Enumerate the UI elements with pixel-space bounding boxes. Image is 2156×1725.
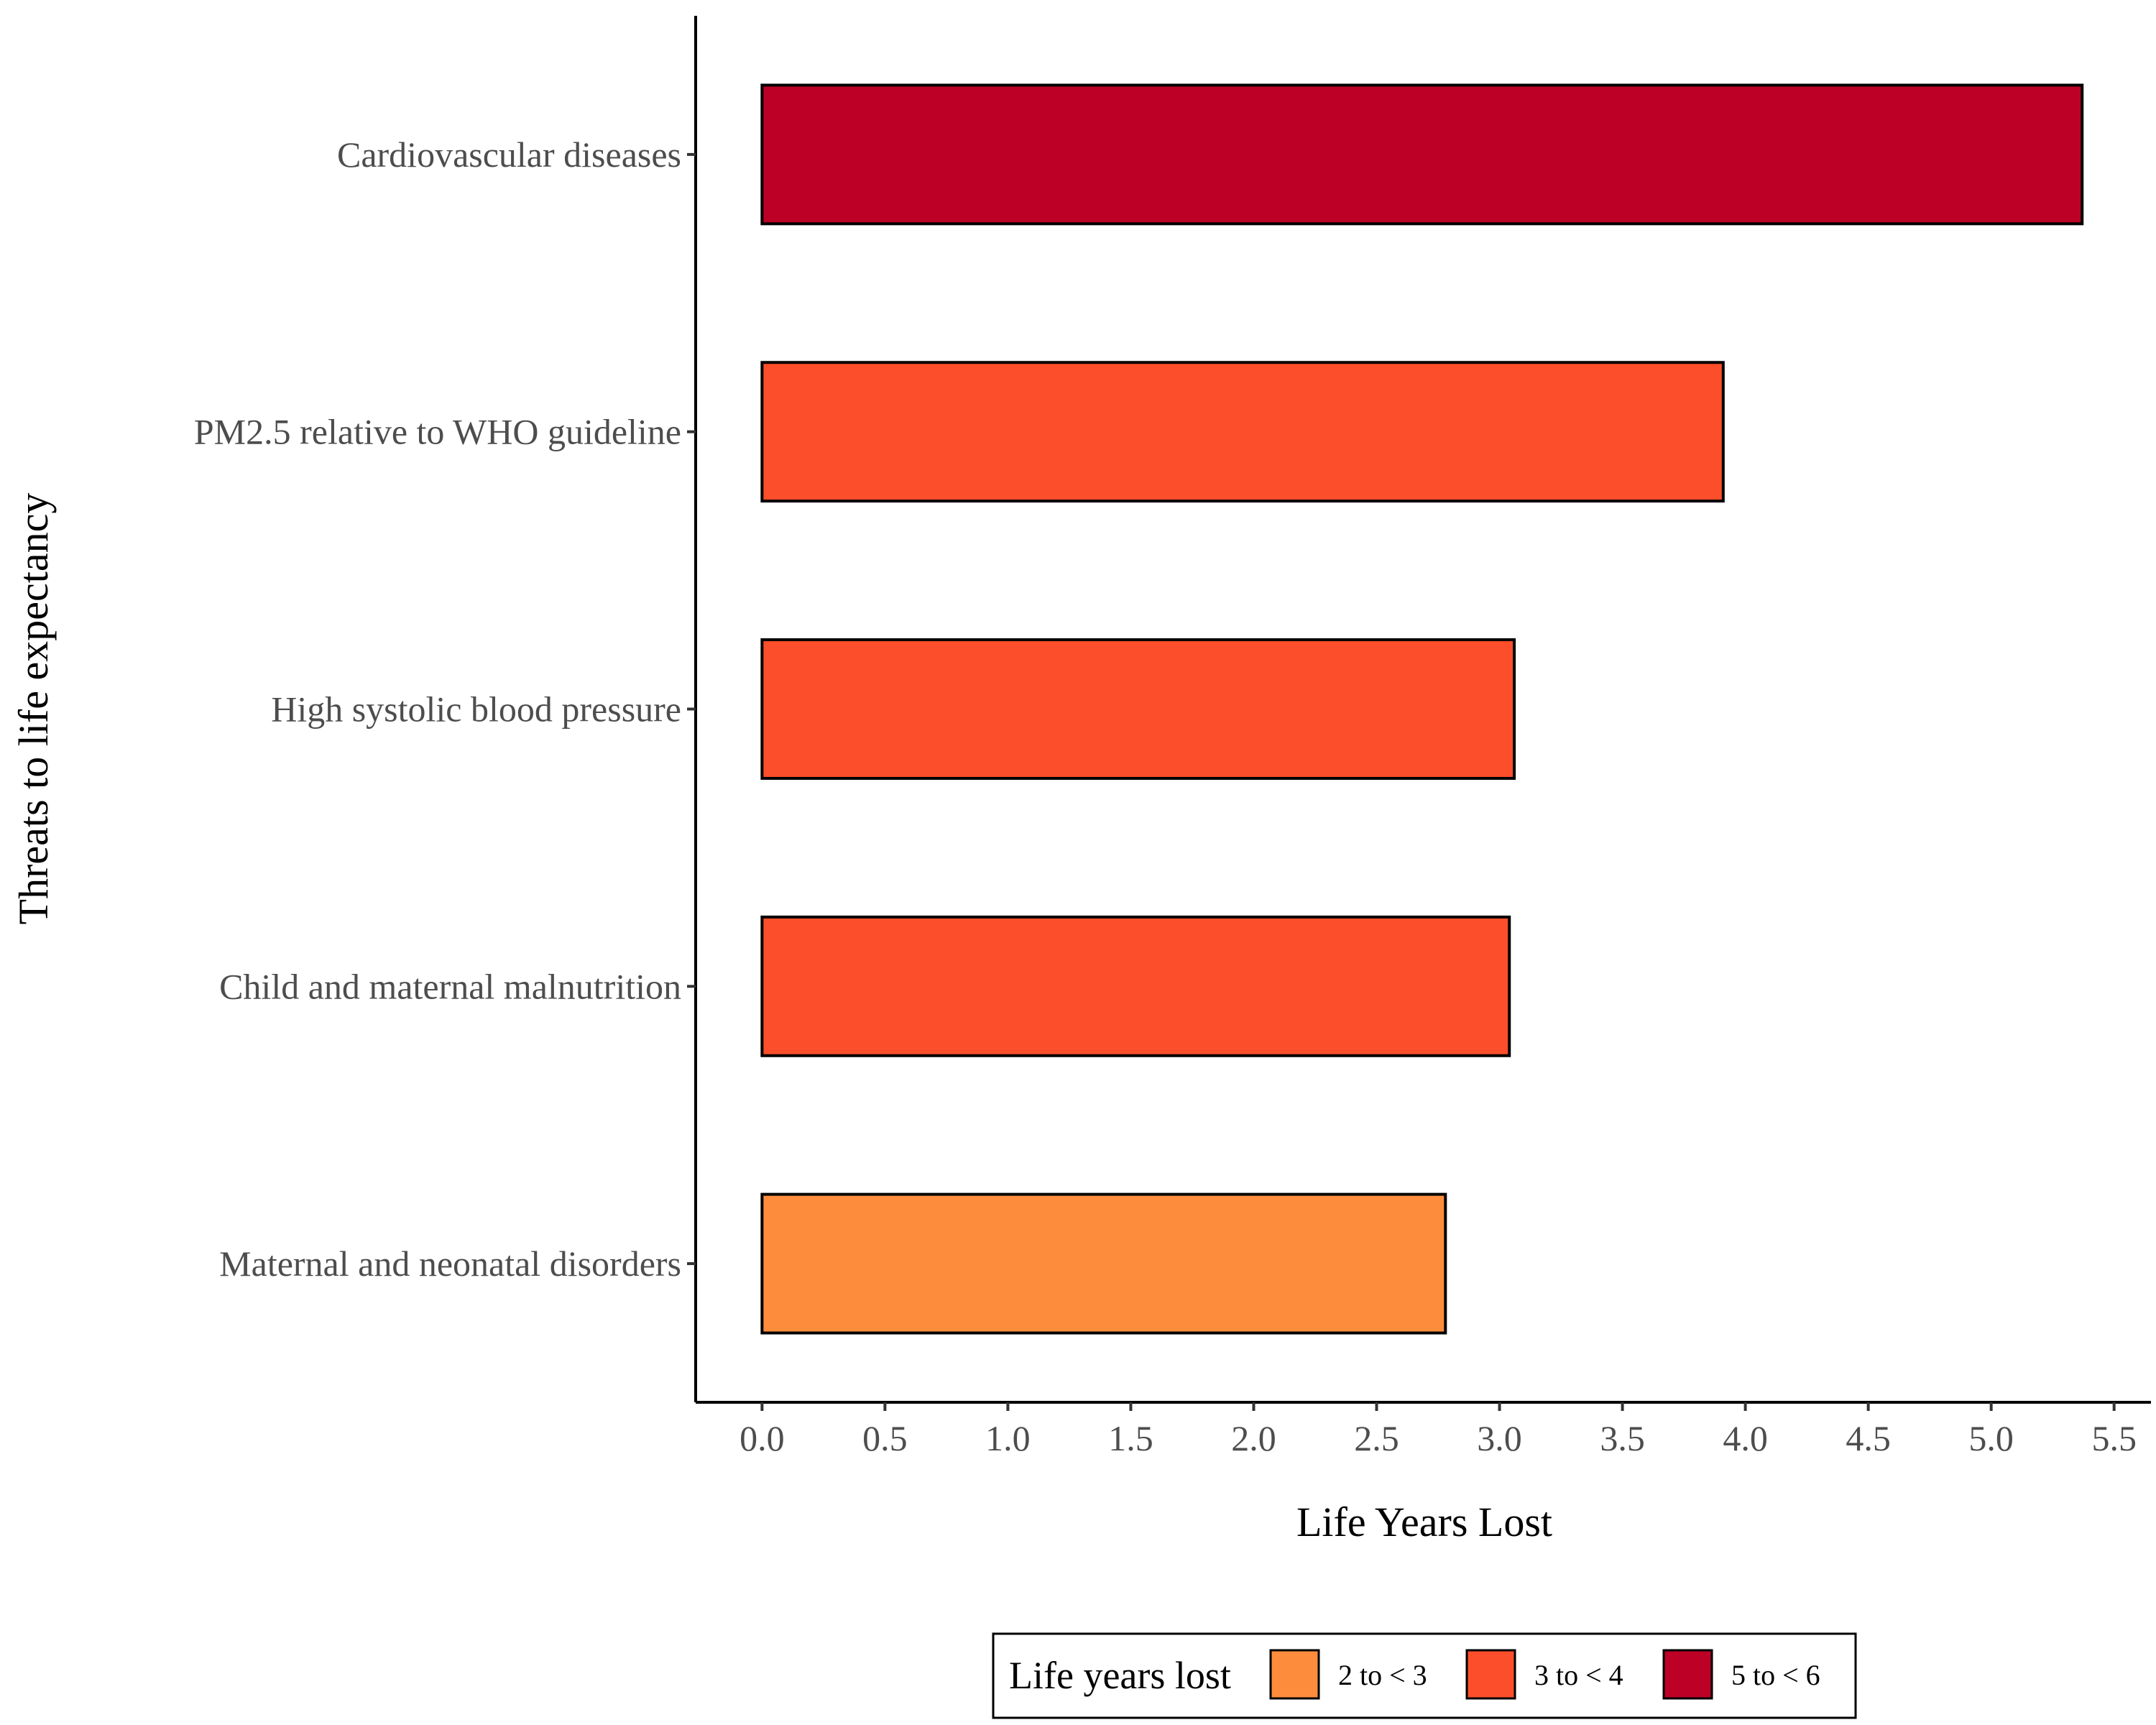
y-tick-label: PM2.5 relative to WHO guideline (194, 412, 681, 452)
x-tick-label: 0.0 (740, 1418, 785, 1458)
bars-group (760, 83, 2084, 1335)
x-tick-label: 1.0 (985, 1418, 1031, 1458)
y-tick-label: Child and maternal malnutrition (219, 966, 681, 1006)
legend-key (1662, 1649, 1713, 1700)
x-tick-label: 4.0 (1723, 1418, 1768, 1458)
y-tick-label: Cardiovascular diseases (337, 134, 681, 175)
legend-label: 3 to < 4 (1534, 1659, 1623, 1691)
legend-title: Life years lost (1009, 1654, 1231, 1697)
x-axis: 0.0 0.5 1.0 1.5 2.0 2.5 3.0 3.5 4.0 4.5 5.0 5.5 (696, 1401, 2151, 1458)
legend-items: 2 to < 3 3 to < 4 5 to < 6 (1269, 1649, 1820, 1700)
bar (760, 361, 1725, 503)
legend-key (1465, 1649, 1516, 1700)
x-tick-label: 0.5 (862, 1418, 908, 1458)
legend-key (1269, 1649, 1320, 1700)
x-tick-label: 5.0 (1968, 1418, 2014, 1458)
y-tick-label: High systolic blood pressure (271, 689, 681, 730)
x-tick-label: 2.0 (1231, 1418, 1276, 1458)
y-tick-label: Maternal and neonatal disorders (219, 1243, 681, 1284)
y-axis: Cardiovascular diseases PM2.5 relative to… (194, 16, 697, 1402)
x-tick-label: 5.5 (2091, 1418, 2137, 1458)
legend-label: 2 to < 3 (1338, 1659, 1427, 1691)
y-axis-title: Threats to life expectancy (10, 493, 57, 925)
x-tick-label: 2.5 (1354, 1418, 1399, 1458)
legend: Life years lost 2 to < 3 3 to < 4 5 to < 6 (992, 1632, 1857, 1719)
x-tick-label: 4.5 (1846, 1418, 1891, 1458)
x-tick-label: 3.0 (1477, 1418, 1522, 1458)
bar (760, 915, 1511, 1057)
bar (760, 1192, 1447, 1335)
x-axis-title: Life Years Lost (1296, 1499, 1552, 1545)
bar (760, 83, 2084, 226)
x-tick-label: 3.5 (1600, 1418, 1645, 1458)
bar (760, 638, 1516, 780)
legend-label: 5 to < 6 (1731, 1659, 1820, 1691)
x-tick-label: 1.5 (1108, 1418, 1153, 1458)
